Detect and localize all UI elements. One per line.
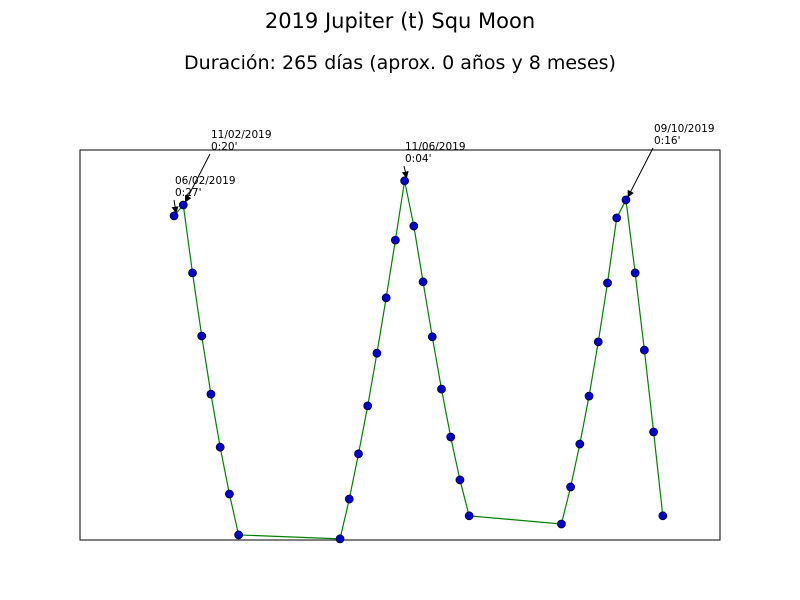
data-point <box>354 449 363 459</box>
data-point <box>446 432 456 442</box>
annotation-text: 0:16' <box>654 135 680 147</box>
data-point <box>556 519 566 529</box>
data-point <box>584 391 594 401</box>
data-point <box>603 278 612 288</box>
data-point <box>437 384 446 394</box>
annotation-text: 09/10/2019 <box>654 123 715 135</box>
data-point <box>593 337 603 347</box>
data-point <box>621 195 631 205</box>
data-point <box>658 511 668 521</box>
data-point <box>418 277 428 287</box>
plot-area <box>79 149 721 541</box>
data-point <box>612 213 622 223</box>
annotation-text: 11/02/2019 <box>211 129 272 141</box>
data-point <box>363 401 373 411</box>
annotation-text: 0:27' <box>175 187 201 199</box>
data-point <box>372 348 382 358</box>
data-point <box>188 268 197 278</box>
data-point <box>649 427 659 437</box>
annotation-text: 11/06/2019 <box>405 141 466 153</box>
data-point <box>197 331 207 341</box>
data-point <box>206 389 216 399</box>
data-point <box>455 475 465 485</box>
data-point <box>464 511 474 521</box>
data-point <box>427 332 437 342</box>
data-point <box>400 176 410 186</box>
data-point <box>224 489 234 499</box>
annotation-text: 06/02/2019 <box>175 175 236 187</box>
data-point <box>215 442 225 452</box>
annotation-arrow <box>184 153 211 203</box>
chart-title: 2019 Jupiter (t) Squ Moon <box>265 9 535 33</box>
annotation-arrow <box>401 165 409 179</box>
annotation-text: 0:20' <box>211 141 237 153</box>
annotation-arrow <box>171 199 179 214</box>
annotation-text: 0:04' <box>405 153 431 165</box>
data-point <box>630 268 640 278</box>
data-point <box>234 530 244 540</box>
data-point <box>344 494 354 504</box>
data-point <box>409 221 419 231</box>
data-point <box>639 345 649 355</box>
data-point <box>566 482 576 492</box>
data-point <box>390 235 400 245</box>
data-point <box>381 293 391 303</box>
data-point <box>575 439 585 449</box>
data-point <box>335 534 345 544</box>
data-point <box>178 200 188 210</box>
annotation-arrow <box>627 147 654 198</box>
data-point <box>169 211 179 221</box>
chart-subtitle: Duración: 265 días (aprox. 0 años y 8 me… <box>184 52 616 74</box>
